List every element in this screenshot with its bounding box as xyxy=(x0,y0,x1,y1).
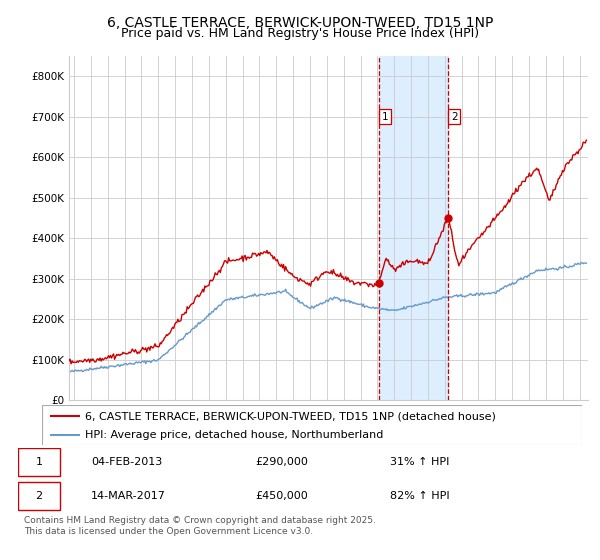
Text: 2: 2 xyxy=(451,112,457,122)
FancyBboxPatch shape xyxy=(18,448,60,477)
FancyBboxPatch shape xyxy=(18,482,60,511)
Text: 14-MAR-2017: 14-MAR-2017 xyxy=(91,491,166,501)
Text: 2: 2 xyxy=(35,491,43,501)
Text: 6, CASTLE TERRACE, BERWICK-UPON-TWEED, TD15 1NP: 6, CASTLE TERRACE, BERWICK-UPON-TWEED, T… xyxy=(107,16,493,30)
Text: 31% ↑ HPI: 31% ↑ HPI xyxy=(390,457,449,467)
Bar xyxy=(379,56,448,400)
Text: 04-FEB-2013: 04-FEB-2013 xyxy=(91,457,163,467)
Text: Price paid vs. HM Land Registry's House Price Index (HPI): Price paid vs. HM Land Registry's House … xyxy=(121,27,479,40)
Text: £450,000: £450,000 xyxy=(255,491,308,501)
Text: 82% ↑ HPI: 82% ↑ HPI xyxy=(390,491,450,501)
Text: Contains HM Land Registry data © Crown copyright and database right 2025.
This d: Contains HM Land Registry data © Crown c… xyxy=(24,516,376,536)
Text: HPI: Average price, detached house, Northumberland: HPI: Average price, detached house, Nort… xyxy=(85,430,383,440)
Text: 1: 1 xyxy=(35,457,43,467)
Text: £290,000: £290,000 xyxy=(255,457,308,467)
Text: 6, CASTLE TERRACE, BERWICK-UPON-TWEED, TD15 1NP (detached house): 6, CASTLE TERRACE, BERWICK-UPON-TWEED, T… xyxy=(85,411,496,421)
Text: 1: 1 xyxy=(382,112,388,122)
